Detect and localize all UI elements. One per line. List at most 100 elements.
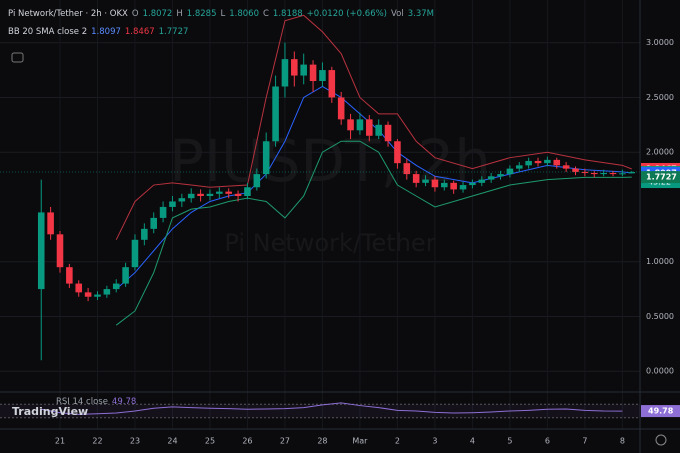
candle-body [169, 201, 176, 207]
candle-body [234, 193, 242, 196]
line-series [115, 14, 632, 241]
candle-body [337, 97, 345, 120]
candle-body [497, 174, 504, 177]
candle-body [225, 191, 232, 194]
candle-body [366, 119, 373, 136]
candle-body [84, 292, 92, 297]
candle-body [122, 267, 129, 284]
candle-body [525, 160, 532, 166]
x-tick-label: 22 [92, 437, 102, 446]
c-label: C [262, 9, 269, 19]
symbol-legend: Pi Network/Tether · 2h · OKX O 1.8072 H 1.… [8, 9, 434, 19]
change: +0.0120 (+0.66%) [306, 9, 387, 19]
candle-body [187, 193, 195, 199]
candle-body [469, 182, 476, 186]
x-tick-label: 27 [280, 437, 290, 446]
l-value: 1.8060 [229, 9, 259, 19]
candle-body [394, 141, 401, 164]
c-value: 1.8188 [272, 9, 303, 19]
line-series [115, 140, 632, 326]
candle-body [131, 239, 139, 268]
candle-body [553, 159, 561, 166]
x-tick-label: 6 [545, 437, 550, 446]
candle-body [141, 228, 148, 240]
candle-body [487, 176, 495, 180]
candle-body [412, 174, 420, 183]
candle-body [422, 179, 429, 183]
candle-body [309, 64, 317, 82]
candle-body [178, 198, 186, 202]
candle-body [103, 289, 111, 295]
collapse-button[interactable] [11, 52, 24, 63]
bb-lower: 1.7727 [158, 27, 189, 37]
candle-body [253, 174, 261, 188]
candle-body [216, 191, 223, 194]
y-tick-label: 3.0000 [646, 38, 674, 47]
x-tick-label: 2 [395, 437, 400, 446]
rsi-label: RSI 14 close [56, 397, 108, 407]
rsi-legend: RSI 14 close 49.78 [56, 397, 136, 407]
candle-body [441, 182, 448, 188]
rsi-badge-label: 49.78 [648, 407, 674, 416]
candle-body [459, 185, 467, 190]
candle-body [66, 267, 73, 284]
candle-body [94, 294, 101, 297]
candle-body [581, 171, 589, 174]
candle-body [150, 217, 158, 229]
candle-body [609, 173, 617, 175]
candle-body [112, 283, 120, 290]
rsi-badge [641, 405, 680, 418]
candle-body [384, 124, 392, 142]
candle-body [281, 59, 289, 87]
x-tick-label: 21 [55, 437, 65, 446]
x-tick-label: 5 [507, 437, 512, 446]
x-tick-label: 28 [317, 437, 327, 446]
x-tick-label: 23 [130, 437, 140, 446]
candle-body [600, 173, 607, 175]
l-label: L [220, 9, 226, 19]
price-badge [641, 171, 680, 184]
candle-body [590, 173, 598, 175]
candle-body [544, 159, 551, 164]
x-tick-label: 25 [205, 437, 215, 446]
line-series [41, 402, 623, 415]
candle-body [431, 179, 439, 188]
plot-layer [0, 14, 640, 419]
candle-body [47, 212, 54, 235]
bb-upper: 1.8467 [124, 27, 155, 37]
settings-button[interactable] [655, 434, 667, 446]
h-value: 1.8285 [186, 9, 217, 19]
candle-body [300, 64, 307, 76]
candle-body [515, 165, 523, 169]
candle-body [291, 59, 298, 76]
y-tick-label: 2.5000 [646, 93, 674, 102]
symbol: Pi Network/Tether · 2h · OKX [8, 9, 128, 19]
x-tick-label: Mar [352, 437, 368, 446]
price-badge-label: 1.7727 [646, 173, 677, 182]
candle-body [450, 182, 457, 190]
vol-value: 3.37M [407, 9, 434, 19]
candle-body [628, 172, 636, 174]
candle-body [534, 160, 542, 164]
candle-body [506, 168, 514, 175]
candle-body [478, 179, 486, 183]
x-tick-label: 7 [582, 437, 587, 446]
indicator-name: BB 20 SMA close 2 [8, 27, 88, 37]
vol-label: Vol [391, 9, 404, 19]
candle-body [244, 187, 251, 196]
candle-body [197, 193, 204, 196]
o-label: O [131, 9, 139, 19]
candle-body [328, 70, 336, 98]
indicator-legend: BB 20 SMA close 2 1.8097 1.8467 1.7727 [8, 27, 188, 37]
watermark-name: Pi Network/Tether [224, 229, 435, 257]
candle-body [347, 119, 354, 131]
candle-body [572, 168, 579, 172]
candle-body [37, 212, 45, 290]
candle-body [619, 173, 626, 175]
rsi-value: 49.78 [111, 397, 137, 407]
y-tick-label: 1.0000 [646, 257, 674, 266]
candle-body [262, 141, 270, 175]
